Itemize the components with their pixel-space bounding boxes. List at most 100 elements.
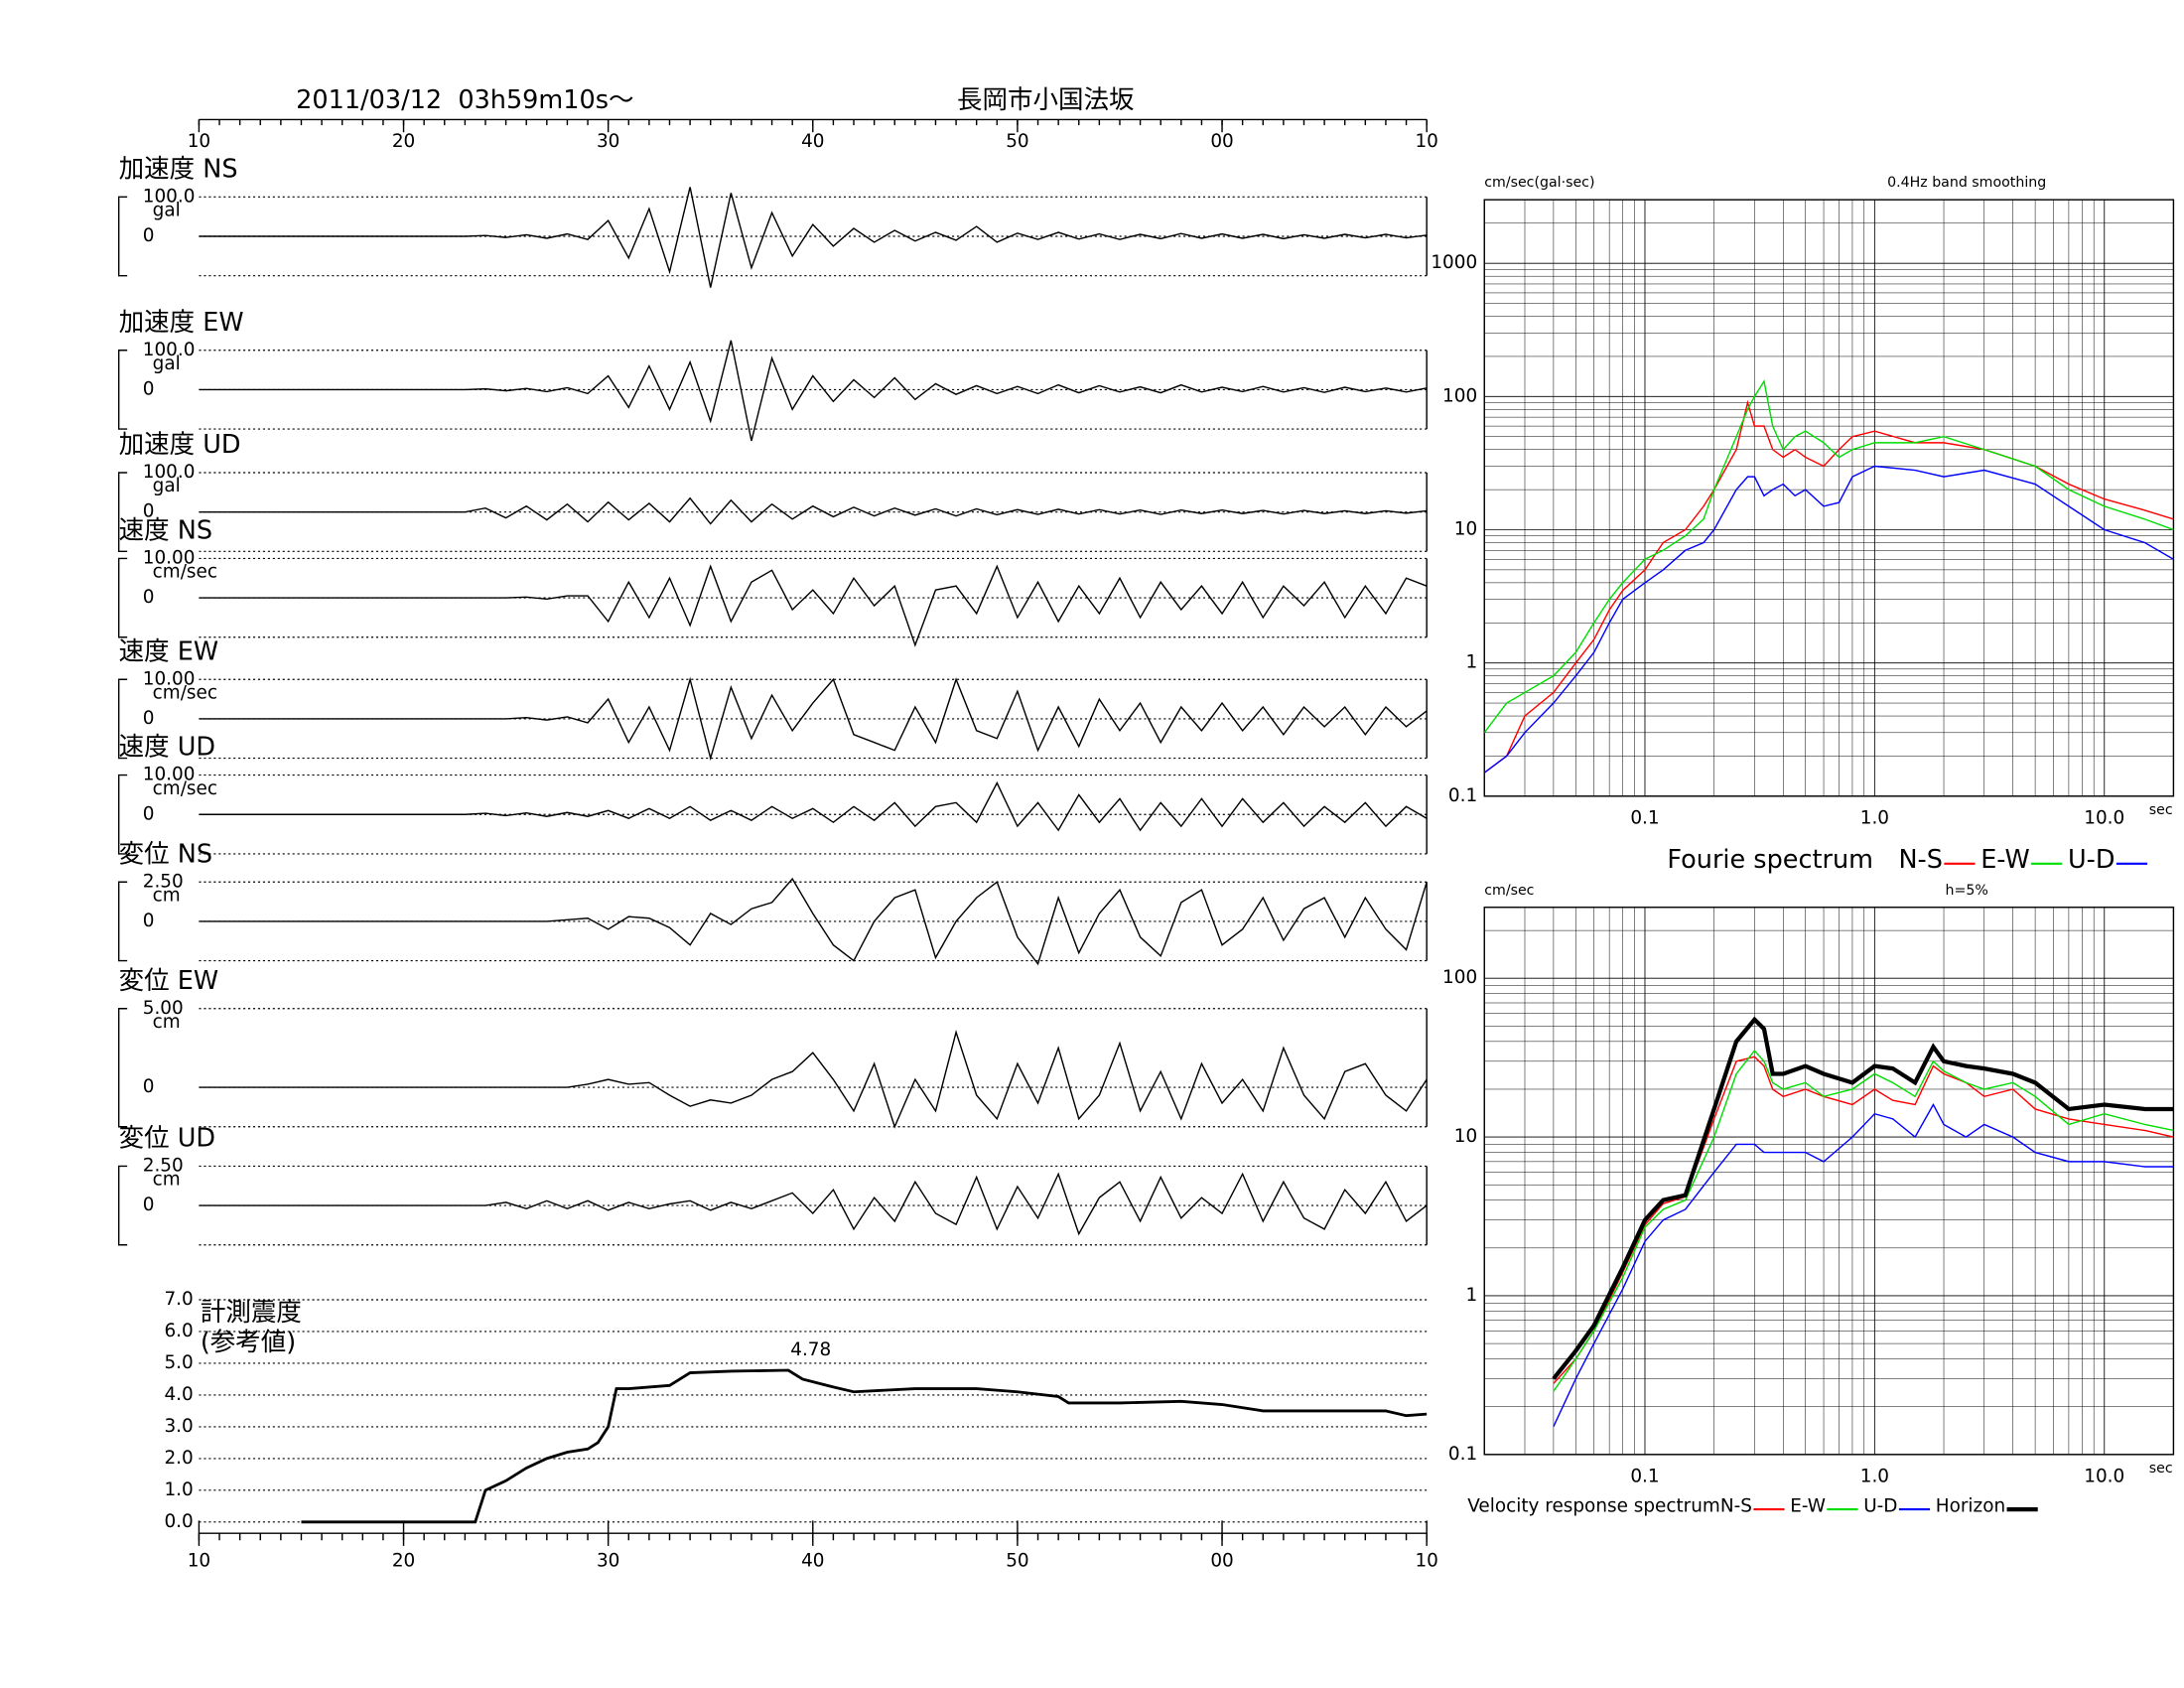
x-tick-label: 10 [188,1551,210,1572]
y-tick-label: 10 [1454,1126,1477,1147]
panel-title: 速度 NS [119,516,212,546]
unit-label: cm [153,1170,181,1191]
x-tick-label: 10 [1415,1551,1437,1572]
chart-title: 計測震度 [201,1298,302,1328]
y-tick-label: 1 [1465,1285,1477,1306]
data-line [1484,379,2174,734]
unit-label: gal [153,201,181,221]
y-tick-label: 5.0 [164,1352,193,1373]
unit-label: gal [153,353,181,374]
annotation: 0.4Hz band smoothing [1887,175,2046,191]
y-tick-label: 0 [143,708,155,729]
y-tick-label: 0 [143,225,155,246]
peak-label: 4.78 [790,1339,831,1360]
y-tick-label: 1.0 [164,1479,193,1500]
y-tick-label: 0 [143,501,155,522]
x-tick-label: 0.1 [1630,1467,1659,1487]
y-tick-label: 10 [1454,519,1477,540]
unit-label: cm/sec [153,682,217,703]
x-tick-label: 20 [392,1551,415,1572]
panel-title: 加速度 UD [119,430,241,460]
x-tick-label: 00 [1210,131,1233,152]
panel-title: 加速度 NS [119,154,238,184]
x-tick-label: 10.0 [2084,808,2124,829]
y-tick-label: 4.0 [164,1384,193,1405]
data-line [199,780,1428,832]
unit-label: cm [153,1012,181,1033]
series-group [1552,1016,2174,1427]
y-tick-label: 1 [1465,652,1477,673]
y-tick-label: 2.0 [164,1448,193,1469]
y-tick-label: 0 [143,1076,155,1097]
data-line [199,187,1428,288]
x-axis-label: sec [2149,1461,2173,1477]
data-line [199,564,1428,647]
panel-bracket [117,1165,128,1246]
legend-label: E-W [1790,1495,1826,1516]
y-tick-label: 0.1 [1448,785,1477,806]
station-name: 長岡市小国法坂 [957,85,1135,115]
y-tick-label: 100 [1442,385,1477,406]
panel-title: 変位 NS [119,839,212,869]
x-tick-label: 00 [1210,1551,1233,1572]
y-tick-label: 100.0 [143,186,196,207]
data-line [301,1368,1428,1524]
y-tick-label: 0 [143,803,155,824]
data-line [1553,1050,2174,1392]
y-tick-label: 2.50 [143,871,184,892]
annotation: h=5% [1946,883,1988,899]
unit-label: cm/sec [153,562,217,583]
y-tick-label: 0 [143,587,155,608]
y-tick-label: 10.00 [143,765,196,785]
legend-title: Fourie spectrum [1667,845,1873,875]
legend-label: Horizon [1936,1495,2005,1516]
data-line [1484,399,2174,774]
panel-title: 速度 UD [119,733,215,763]
chart-subtitle: (参考値) [201,1328,296,1357]
unit-label: gal [153,476,181,496]
y-tick-label: 7.0 [164,1289,193,1310]
legend-label: N-S [1720,1495,1752,1516]
panel-bracket [117,350,128,430]
panel-bracket [117,678,128,760]
x-tick-label: 10 [188,131,210,152]
x-axis-label: sec [2149,802,2173,818]
y-tick-label: 100.0 [143,340,196,360]
y-tick-label: 100.0 [143,462,196,483]
y-tick-label: 10.00 [143,547,196,568]
panel-bracket [117,774,128,855]
y-tick-label: 1000 [1431,252,1477,273]
panel-title: 変位 UD [119,1124,215,1154]
panel-bracket [117,557,128,638]
legend-label: U-D [2068,845,2116,875]
x-tick-label: 0.1 [1630,808,1659,829]
y-tick-label: 0 [143,1195,155,1215]
y-tick-label: 0.0 [164,1511,193,1532]
legend-title: Velocity response spectrum [1467,1495,1720,1516]
data-line [199,496,1428,525]
y-tick-label: 3.0 [164,1416,193,1437]
data-line [199,676,1428,762]
panel-bracket [117,1008,128,1128]
panel-bracket [117,472,128,553]
panel-title: 変位 EW [119,966,218,996]
x-tick-label: 1.0 [1860,808,1889,829]
y-tick-label: 2.50 [143,1155,184,1176]
x-tick-label: 40 [801,1551,824,1572]
data-line [199,340,1428,442]
x-tick-label: 50 [1006,131,1028,152]
y-axis-label: cm/sec [1484,883,1534,899]
y-tick-label: 0.1 [1448,1444,1477,1465]
panel-bracket [117,196,128,277]
x-tick-label: 1.0 [1860,1467,1889,1487]
unit-label: cm [153,885,181,906]
data-line [199,877,1428,966]
y-tick-label: 5.00 [143,998,184,1019]
legend-label: N-S [1898,845,1942,875]
x-tick-label: 10.0 [2084,1467,2124,1487]
data-line [1553,1102,2174,1427]
data-line [199,1030,1428,1129]
panel-title: 加速度 EW [119,308,244,338]
x-tick-label: 50 [1006,1551,1028,1572]
x-tick-label: 10 [1415,131,1437,152]
